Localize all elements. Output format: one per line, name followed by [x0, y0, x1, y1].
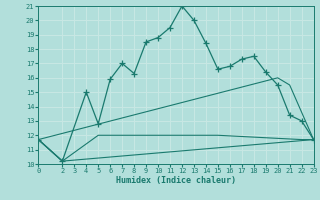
X-axis label: Humidex (Indice chaleur): Humidex (Indice chaleur) [116, 176, 236, 185]
